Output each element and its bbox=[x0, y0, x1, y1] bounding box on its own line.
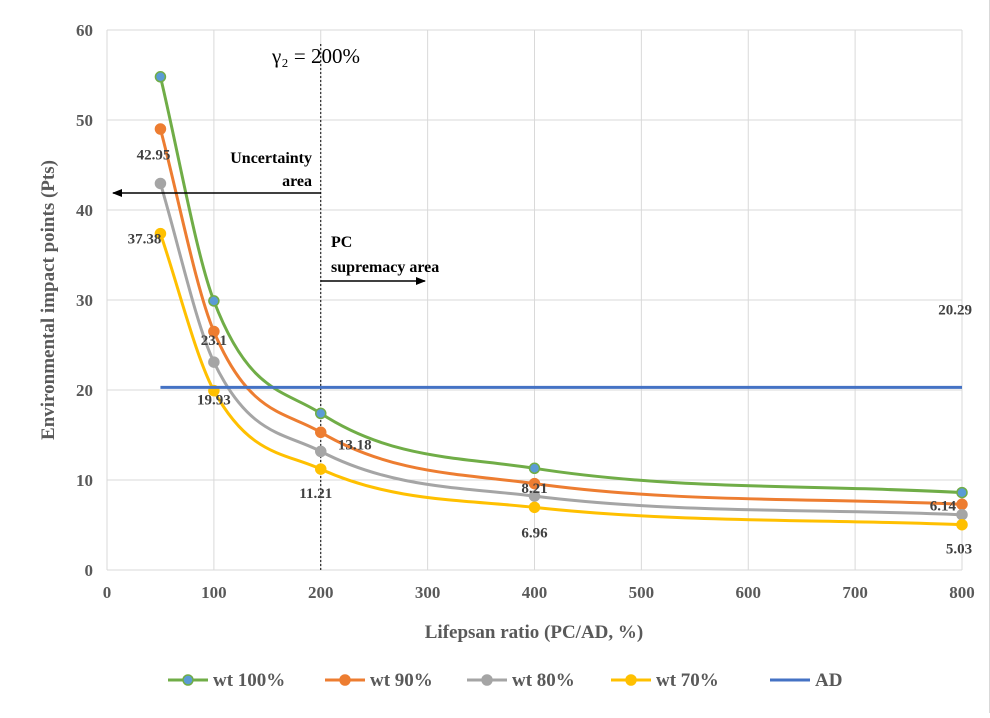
x-axis-title: Lifepsan ratio (PC/AD, %) bbox=[425, 622, 643, 643]
uncertainty-area-label-2: area bbox=[282, 173, 312, 190]
data-label: 20.29 bbox=[938, 302, 972, 318]
legend[interactable]: wt 100% wt 90% wt 80% wt 70% AD bbox=[168, 670, 842, 691]
data-point bbox=[528, 501, 541, 514]
data-label: 13.18 bbox=[338, 437, 372, 453]
y-tick-label: 30 bbox=[76, 291, 93, 310]
x-tick-label: 700 bbox=[842, 583, 868, 602]
gamma-annotation: γ₂ = 200% bbox=[271, 44, 360, 68]
series-line bbox=[159, 233, 963, 527]
y-tick-label: 40 bbox=[76, 201, 93, 220]
data-point bbox=[956, 518, 968, 531]
data-point bbox=[154, 177, 167, 190]
y-tick-label: 50 bbox=[76, 111, 93, 130]
legend-item-ad[interactable]: AD bbox=[770, 670, 842, 691]
data-label: 42.95 bbox=[137, 147, 171, 163]
legend-marker bbox=[339, 674, 351, 686]
data-label: 8.21 bbox=[521, 481, 547, 497]
data-label: 11.21 bbox=[299, 486, 332, 502]
series-line bbox=[159, 183, 963, 517]
data-label: 37.38 bbox=[128, 232, 162, 248]
legend-item-wt-70[interactable]: wt 70% bbox=[611, 670, 719, 691]
legend-label: AD bbox=[815, 670, 842, 691]
series-wt-70 bbox=[154, 227, 968, 531]
x-tick-label: 800 bbox=[949, 583, 975, 602]
data-point bbox=[154, 71, 167, 83]
data-label: 23.1 bbox=[201, 333, 227, 349]
pc-supremacy-label: PC bbox=[331, 234, 352, 251]
legend-marker bbox=[625, 674, 637, 686]
series-wt-100 bbox=[154, 71, 968, 499]
data-point bbox=[315, 407, 327, 420]
legend-label: wt 90% bbox=[370, 670, 433, 691]
data-label: 6.96 bbox=[521, 525, 548, 541]
data-point bbox=[208, 356, 220, 368]
x-tick-label: 100 bbox=[201, 583, 227, 602]
data-point bbox=[528, 477, 541, 490]
y-tick-label: 0 bbox=[85, 561, 94, 580]
x-tick-label: 0 bbox=[103, 583, 112, 602]
data-point bbox=[154, 227, 167, 240]
legend-item-wt-80[interactable]: wt 80% bbox=[467, 670, 575, 691]
legend-item-wt-100[interactable]: wt 100% bbox=[168, 670, 285, 691]
x-tick-label: 600 bbox=[736, 583, 762, 602]
x-tick-label: 300 bbox=[415, 583, 441, 602]
data-point bbox=[956, 486, 968, 499]
y-tick-label: 60 bbox=[76, 21, 93, 40]
series-wt-80 bbox=[154, 177, 968, 521]
legend-label: wt 100% bbox=[213, 670, 285, 691]
series-line bbox=[158, 76, 963, 495]
legend-marker bbox=[481, 674, 493, 686]
data-point bbox=[528, 462, 541, 475]
x-tick-label: 500 bbox=[629, 583, 655, 602]
series-wt-90 bbox=[154, 123, 968, 511]
y-axis-title: Environmental impact points (Pts) bbox=[38, 160, 59, 440]
uncertainty-area-label: Uncertainty bbox=[230, 150, 312, 167]
data-point bbox=[315, 463, 327, 475]
data-point bbox=[208, 325, 220, 338]
annotations: γ₂ = 200% Uncertainty area PC supremacy area bbox=[112, 44, 439, 285]
data-point bbox=[208, 295, 220, 307]
legend-label: wt 80% bbox=[512, 670, 575, 691]
series-group bbox=[154, 71, 968, 531]
y-tick-label: 10 bbox=[76, 471, 93, 490]
data-point bbox=[315, 426, 327, 439]
pc-supremacy-label-2: supremacy area bbox=[331, 259, 439, 276]
data-point bbox=[956, 508, 968, 521]
legend-item-wt-90[interactable]: wt 90% bbox=[325, 670, 433, 691]
x-tick-label: 200 bbox=[308, 583, 334, 602]
data-point bbox=[315, 445, 327, 458]
data-label: 5.03 bbox=[946, 542, 972, 558]
data-point bbox=[528, 490, 541, 502]
data-label: 19.93 bbox=[197, 393, 231, 409]
series-line bbox=[158, 128, 963, 506]
data-labels: 42.95 37.38 23.1 19.93 13.18 11.21 8.21 6.96 6.1… bbox=[128, 147, 973, 557]
legend-label: wt 70% bbox=[656, 670, 719, 691]
data-point bbox=[154, 123, 167, 135]
data-label: 6.14 bbox=[930, 499, 957, 515]
y-tick-label: 20 bbox=[76, 381, 93, 400]
x-tick-label: 400 bbox=[522, 583, 548, 602]
legend-marker bbox=[182, 674, 194, 686]
data-point bbox=[956, 498, 968, 511]
